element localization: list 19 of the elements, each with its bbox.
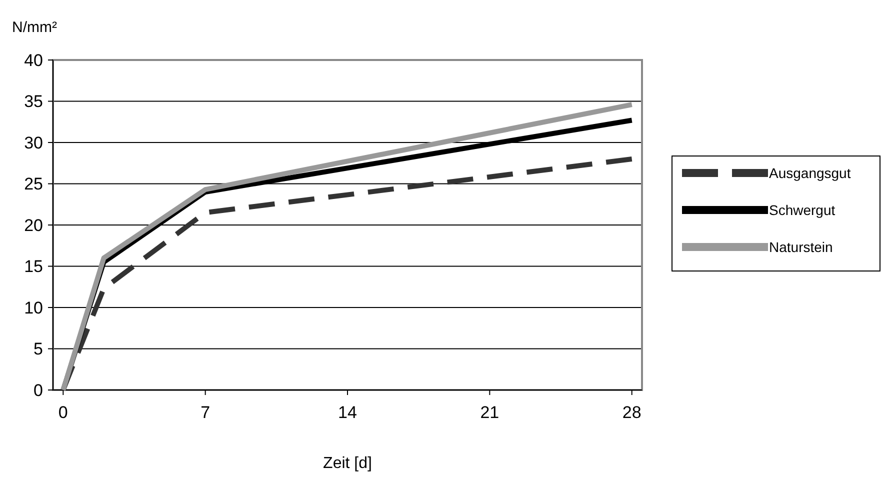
y-tick-label: 25 bbox=[24, 174, 43, 194]
y-axis-title: N/mm² bbox=[12, 19, 57, 36]
y-tick-label: 5 bbox=[34, 340, 43, 359]
y-tick-label: 0 bbox=[34, 380, 43, 400]
legend-label: Naturstein bbox=[769, 238, 833, 255]
y-tick-label: 10 bbox=[24, 298, 43, 318]
y-tick-label: 15 bbox=[24, 257, 43, 276]
x-axis-title: Zeit [d] bbox=[323, 455, 372, 472]
legend-label: Ausgangsgut bbox=[769, 164, 851, 181]
x-tick-label: 14 bbox=[338, 403, 357, 422]
legend-label: Schwergut bbox=[769, 202, 836, 218]
y-tick-label: 35 bbox=[24, 92, 43, 112]
y-tick-label: 20 bbox=[24, 216, 43, 235]
x-tick-label: 21 bbox=[480, 403, 500, 422]
x-tick-label: 7 bbox=[200, 403, 210, 422]
x-tick-label: 0 bbox=[58, 403, 68, 422]
y-tick-label: 30 bbox=[24, 133, 43, 152]
x-tick-label: 28 bbox=[622, 403, 642, 422]
y-tick-label: 40 bbox=[24, 50, 43, 70]
